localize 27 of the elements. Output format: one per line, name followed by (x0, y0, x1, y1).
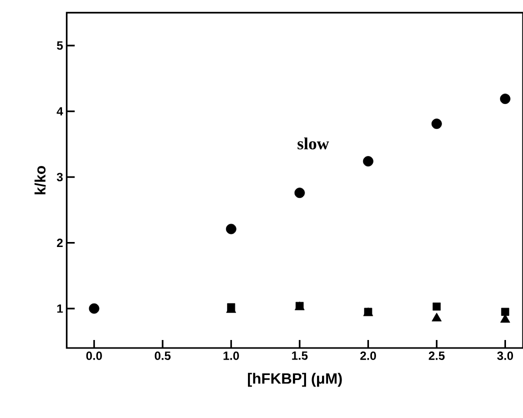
point (501, 308, 510, 316)
x-axis-title: [hFKBP] (μM) (248, 372, 342, 387)
y-tick-label: 4 (56, 107, 64, 116)
x-tick-label: 1.0 (224, 352, 239, 360)
point (431, 118, 442, 130)
x-tick-label: 2.5 (428, 352, 445, 360)
point (296, 302, 304, 310)
annotation: slow (298, 138, 330, 150)
x-tick-label: 0.0 (86, 352, 102, 360)
point (362, 156, 374, 166)
point (432, 312, 442, 322)
y-axis-title: k/ko (34, 166, 46, 194)
point (500, 94, 510, 104)
y-tick-label: 3 (56, 172, 63, 182)
x-tick-label: 2.0 (360, 352, 376, 360)
point (226, 224, 236, 234)
point (432, 302, 441, 311)
y-tick-label: 1 (57, 304, 63, 313)
point (88, 303, 100, 314)
point (500, 314, 510, 323)
x-tick-label: 0.5 (154, 352, 171, 360)
x-tick-label: 1.5 (292, 352, 308, 360)
y-tick-label: 5 (56, 41, 63, 50)
point (294, 188, 305, 198)
point (364, 308, 372, 316)
y-tick-label: 2 (56, 238, 63, 247)
x-tick-label: 3.0 (497, 352, 514, 360)
